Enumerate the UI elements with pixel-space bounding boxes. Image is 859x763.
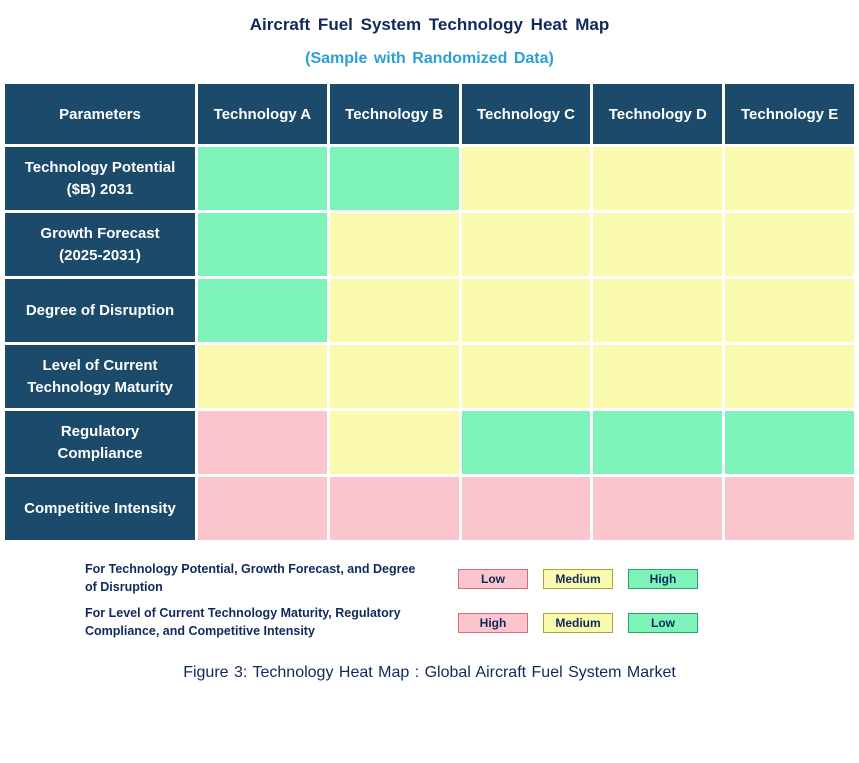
heatmap-cell-green — [195, 276, 330, 345]
header-technology: Technology D — [590, 81, 726, 147]
row-label: Level of Current Technology Maturity — [2, 342, 198, 411]
heatmap-cell-yellow — [458, 210, 594, 279]
chart-subtitle: (Sample with Randomized Data) — [305, 50, 554, 67]
heatmap-cell-yellow — [195, 342, 330, 411]
heatmap-cell-green — [195, 144, 330, 213]
heatmap-cell-pink — [195, 408, 330, 477]
heatmap-cell-pink — [326, 474, 462, 543]
legend-box-yellow: Medium — [543, 612, 613, 633]
table-row: Regulatory Compliance — [2, 408, 857, 477]
heatmap-cell-yellow — [590, 210, 726, 279]
legend-row: For Technology Potential, Growth Forecas… — [85, 561, 859, 596]
heatmap-cell-yellow — [458, 144, 594, 213]
chart-title: Aircraft Fuel System Technology Heat Map — [249, 15, 610, 34]
table-row: Level of Current Technology Maturity — [2, 342, 857, 411]
heatmap-cell-yellow — [458, 276, 594, 345]
table-row: Technology Potential ($B) 2031 — [2, 144, 857, 213]
heatmap-cell-pink — [458, 474, 594, 543]
heatmap-cell-pink — [722, 474, 857, 543]
row-label: Technology Potential ($B) 2031 — [2, 144, 198, 213]
legend-text: For Level of Current Technology Maturity… — [85, 606, 401, 638]
legend-box-pink: High — [458, 612, 528, 633]
figure-caption: Figure 3: Technology Heat Map : Global A… — [183, 664, 676, 681]
legend: For Technology Potential, Growth Forecas… — [85, 561, 859, 640]
header-technology: Technology A — [195, 81, 330, 147]
heatmap-cell-green — [722, 408, 857, 477]
row-label: Growth Forecast (2025-2031) — [2, 210, 198, 279]
header-row: Parameters Technology A Technology B Techno… — [2, 81, 857, 147]
legend-text: For Technology Potential, Growth Forecas… — [85, 562, 416, 594]
heatmap-cell-green — [458, 408, 594, 477]
heatmap-cell-yellow — [458, 342, 594, 411]
legend-box-green: High — [628, 568, 698, 589]
table-row: Competitive Intensity — [2, 474, 857, 543]
heatmap-cell-green — [326, 144, 462, 213]
heatmap-cell-yellow — [722, 342, 857, 411]
row-label: Competitive Intensity — [2, 474, 198, 543]
legend-boxes: Low Medium High — [458, 568, 698, 589]
heatmap-body: Technology Potential ($B) 2031 Growth For… — [2, 144, 857, 543]
heatmap-cell-green — [195, 210, 330, 279]
heatmap-cell-yellow — [590, 144, 726, 213]
header-parameters: Parameters — [2, 81, 198, 147]
heatmap-cell-yellow — [590, 276, 726, 345]
heatmap-cell-yellow — [722, 276, 857, 345]
table-row: Degree of Disruption — [2, 276, 857, 345]
row-label: Regulatory Compliance — [2, 408, 198, 477]
heatmap-cell-yellow — [590, 342, 726, 411]
row-label: Degree of Disruption — [2, 276, 198, 345]
heatmap-cell-pink — [590, 474, 726, 543]
heatmap-cell-yellow — [722, 210, 857, 279]
heatmap-cell-yellow — [326, 210, 462, 279]
heatmap-cell-pink — [195, 474, 330, 543]
legend-boxes: High Medium Low — [458, 612, 698, 633]
header-technology: Technology B — [326, 81, 462, 147]
heatmap-cell-yellow — [326, 408, 462, 477]
heatmap-cell-yellow — [722, 144, 857, 213]
legend-box-green: Low — [628, 612, 698, 633]
table-row: Growth Forecast (2025-2031) — [2, 210, 857, 279]
heatmap-table: Parameters Technology A Technology B Techno… — [2, 81, 857, 543]
heatmap-cell-green — [590, 408, 726, 477]
legend-box-yellow: Medium — [543, 568, 613, 589]
heatmap-cell-yellow — [326, 342, 462, 411]
header-technology: Technology C — [458, 81, 594, 147]
header-technology: Technology E — [722, 81, 857, 147]
legend-row: For Level of Current Technology Maturity… — [85, 605, 859, 640]
heatmap-cell-yellow — [326, 276, 462, 345]
legend-box-pink: Low — [458, 568, 528, 589]
